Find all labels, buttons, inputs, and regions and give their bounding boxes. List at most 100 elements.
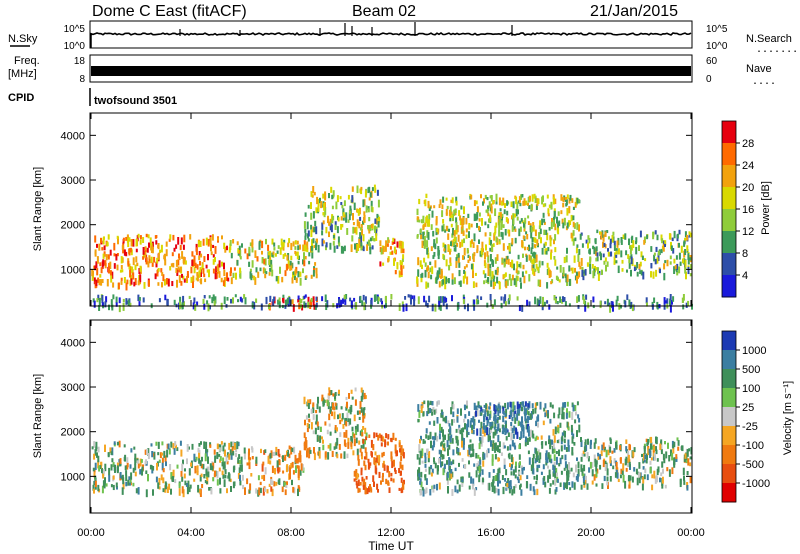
- heatmap-cell: [545, 410, 548, 417]
- heatmap-cell: [609, 437, 612, 441]
- heatmap-cell: [306, 221, 309, 230]
- heatmap-cell: [441, 454, 444, 460]
- heatmap-cell: [575, 247, 578, 254]
- heatmap-cell: [248, 459, 251, 463]
- heatmap-cell: [139, 239, 142, 245]
- heatmap-cell: [126, 457, 129, 463]
- heatmap-cell: [586, 483, 589, 490]
- heatmap-cell: [287, 466, 290, 472]
- heatmap-cell: [573, 223, 576, 229]
- heatmap-cell: [208, 269, 210, 278]
- heatmap-cell: [483, 453, 486, 460]
- heatmap-cell: [130, 239, 133, 247]
- heatmap-cell: [506, 255, 509, 260]
- heatmap-cell: [495, 236, 498, 243]
- heatmap-cell: [542, 203, 545, 208]
- heatmap-cell: [394, 437, 397, 441]
- heatmap-cell: [361, 395, 364, 400]
- heatmap-cell: [556, 266, 559, 270]
- heatmap-cell: [574, 237, 577, 242]
- heatmap-cell: [312, 407, 315, 414]
- heatmap-cell: [612, 231, 615, 236]
- heatmap-cell: [536, 436, 539, 440]
- heatmap-cell: [264, 487, 267, 492]
- heatmap-cell: [544, 412, 547, 418]
- heatmap-cell: [552, 194, 555, 200]
- heatmap-cell: [492, 281, 495, 290]
- heatmap-cell: [653, 254, 656, 262]
- heatmap-cell: [473, 303, 476, 311]
- heatmap-cell: [515, 279, 518, 287]
- heatmap-cell: [505, 428, 508, 434]
- heatmap-cell: [357, 243, 360, 252]
- heatmap-cell: [332, 215, 335, 221]
- heatmap-cell: [661, 483, 664, 489]
- heatmap-cell: [472, 416, 475, 423]
- heatmap-cell: [430, 472, 433, 477]
- heatmap-cell: [434, 462, 437, 469]
- heatmap-cell: [206, 300, 209, 305]
- heatmap-cell: [337, 217, 340, 222]
- heatmap-cell: [527, 403, 530, 408]
- velocity-ylabel: Slant Range [km]: [32, 374, 44, 458]
- heatmap-cell: [104, 301, 107, 308]
- heatmap-cell: [501, 216, 503, 221]
- heatmap-cell: [522, 253, 524, 258]
- heatmap-cell: [286, 464, 289, 471]
- heatmap-cell: [135, 488, 138, 494]
- heatmap-cell: [569, 487, 572, 491]
- heatmap-cell: [307, 296, 310, 304]
- heatmap-cell: [212, 254, 215, 258]
- heatmap-cell: [204, 453, 207, 462]
- heatmap-cell: [604, 464, 607, 472]
- heatmap-cell: [442, 296, 445, 300]
- heatmap-cell: [571, 481, 574, 488]
- heatmap-cell: [387, 441, 389, 446]
- heatmap-cell: [586, 262, 589, 267]
- heatmap-cell: [246, 253, 249, 260]
- heatmap-cell: [619, 474, 622, 479]
- heatmap-cell: [528, 436, 531, 442]
- heatmap-cell: [350, 300, 353, 309]
- heatmap-cell: [316, 421, 319, 427]
- heatmap-cell: [373, 238, 376, 242]
- heatmap-cell: [200, 473, 203, 477]
- heatmap-cell: [482, 422, 485, 430]
- cpid-label: CPID: [8, 92, 34, 104]
- heatmap-cell: [134, 457, 137, 465]
- heatmap-cell: [583, 270, 586, 274]
- heatmap-cell: [473, 402, 476, 410]
- heatmap-cell: [431, 408, 434, 416]
- heatmap-cell: [475, 410, 477, 417]
- heatmap-cell: [498, 280, 501, 285]
- heatmap-cell: [516, 431, 519, 439]
- heatmap-cell: [504, 301, 507, 306]
- heatmap-cell: [377, 434, 380, 441]
- heatmap-cell: [186, 486, 189, 495]
- heatmap-cell: [424, 262, 427, 267]
- heatmap-cell: [655, 269, 658, 277]
- heatmap-cell: [420, 471, 423, 478]
- heatmap-cell: [205, 468, 208, 476]
- heatmap-cell: [550, 221, 553, 230]
- heatmap-cell: [682, 258, 684, 264]
- heatmap-cell: [461, 478, 464, 483]
- velocity-colorbar-label: Velocity [m s⁻¹]: [782, 381, 794, 455]
- heatmap-cell: [270, 264, 273, 272]
- heatmap-cell: [324, 421, 327, 426]
- heatmap-cell: [509, 444, 512, 451]
- heatmap-cell: [545, 456, 548, 463]
- colorbar-tick-label: -500: [742, 459, 764, 471]
- heatmap-cell: [514, 445, 517, 450]
- heatmap-cell: [197, 484, 200, 493]
- heatmap-cell: [226, 452, 229, 458]
- heatmap-cell: [355, 437, 358, 444]
- heatmap-cell: [313, 304, 316, 310]
- heatmap-cell: [465, 264, 468, 268]
- heatmap-cell: [443, 255, 446, 261]
- heatmap-cell: [116, 264, 119, 271]
- heatmap-cell: [426, 230, 429, 238]
- heatmap-cell: [143, 282, 146, 289]
- heatmap-cell: [613, 256, 616, 264]
- heatmap-cell: [281, 242, 284, 250]
